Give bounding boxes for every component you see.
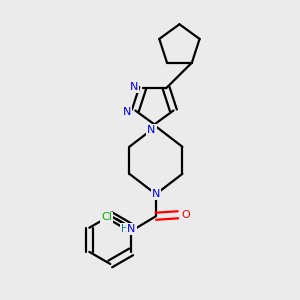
Text: N: N	[127, 224, 136, 234]
Text: N: N	[123, 107, 131, 117]
Text: N: N	[130, 82, 139, 92]
Text: O: O	[181, 210, 190, 220]
Text: H: H	[121, 224, 128, 234]
Text: N: N	[147, 125, 156, 135]
Text: N: N	[152, 189, 160, 199]
Text: Cl: Cl	[101, 212, 112, 222]
